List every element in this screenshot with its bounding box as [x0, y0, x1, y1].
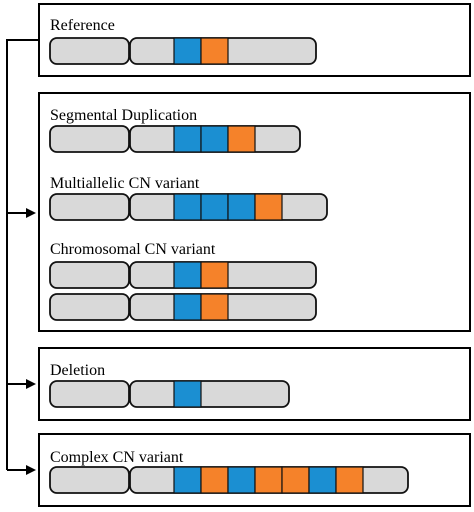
orange-segment [335, 466, 364, 494]
blue-segment [200, 193, 229, 221]
panels: Reference Segmental Duplication Multiallel… [38, 3, 471, 507]
row-label: Reference [50, 17, 115, 34]
chromosome-arm-left [49, 37, 130, 65]
row-label: Deletion [50, 362, 105, 379]
orange-segment [200, 293, 229, 321]
chromosome-arm-left [49, 261, 130, 289]
blue-segment [227, 466, 256, 494]
chromosome-row: Chromosomal CN variant [49, 241, 317, 289]
chromosome-row: Complex CN variant [49, 449, 409, 494]
row-label: Multiallelic CN variant [50, 175, 200, 192]
row-label: Segmental Duplication [50, 107, 197, 124]
orange-segment [254, 466, 283, 494]
blue-segment [227, 193, 256, 221]
blue-segment [173, 380, 202, 408]
blue-segment [173, 261, 202, 289]
chromosome-row: Deletion [49, 362, 290, 408]
arrow-right-icon [26, 208, 36, 218]
blue-segment [200, 125, 229, 153]
chromosome-row [49, 293, 317, 321]
panel-3: Deletion [38, 347, 471, 421]
blue-segment [173, 125, 202, 153]
orange-segment [200, 37, 229, 65]
arrow-right-icon [26, 465, 36, 475]
panel-1: Reference [38, 3, 471, 77]
chromosome-arm-left [49, 466, 130, 494]
row-label: Chromosomal CN variant [50, 241, 216, 258]
chromosome-arm-left [49, 125, 130, 153]
blue-segment [173, 193, 202, 221]
blue-segment [173, 466, 202, 494]
connector-lines [6, 39, 39, 475]
chromosome-arm-right [129, 380, 290, 408]
orange-segment [254, 193, 283, 221]
orange-segment [200, 466, 229, 494]
orange-segment [200, 261, 229, 289]
blue-segment [173, 293, 202, 321]
blue-segment [308, 466, 337, 494]
arrow-right-icon [26, 379, 36, 389]
panel-4: Complex CN variant [38, 433, 471, 507]
orange-segment [281, 466, 310, 494]
orange-segment [227, 125, 256, 153]
chromosome-arm-left [49, 293, 130, 321]
chromosome-arm-left [49, 380, 130, 408]
chromosome-row: Segmental Duplication [49, 107, 301, 153]
blue-segment [173, 37, 202, 65]
row-label: Complex CN variant [50, 449, 184, 466]
panel-2: Segmental Duplication Multiallelic CN var… [38, 92, 471, 332]
chromosome-row: Multiallelic CN variant [49, 175, 328, 221]
chromosome-arm-left [49, 193, 130, 221]
chromosome-row: Reference [49, 17, 317, 65]
